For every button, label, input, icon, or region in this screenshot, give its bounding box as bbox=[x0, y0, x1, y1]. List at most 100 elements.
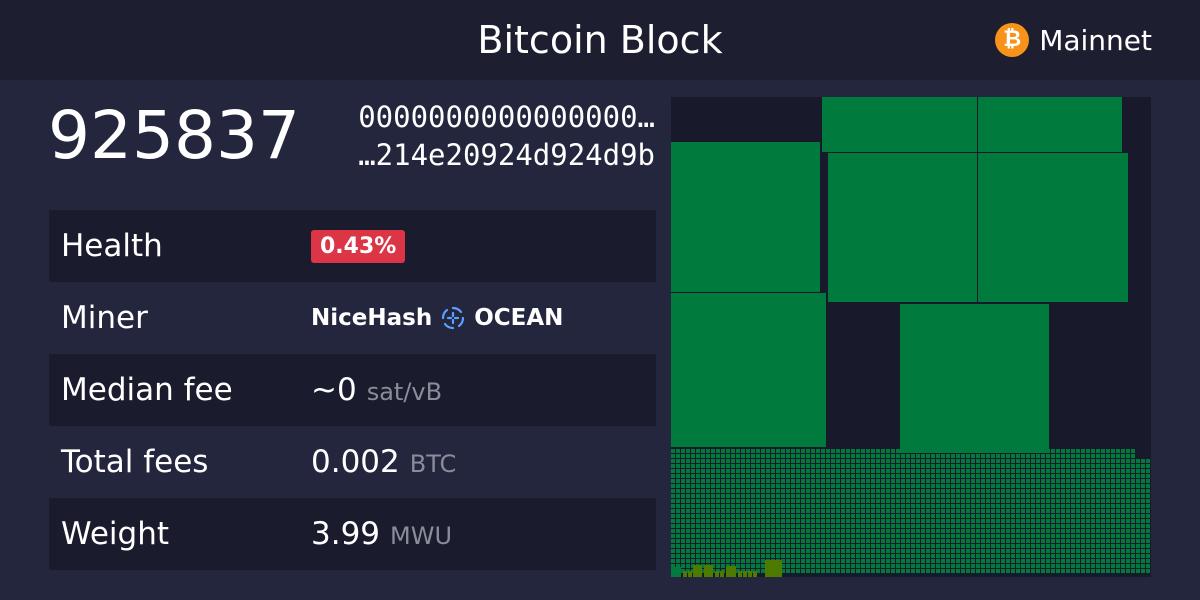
transaction-cell[interactable] bbox=[891, 474, 895, 478]
transaction-cell[interactable] bbox=[1021, 539, 1025, 543]
transaction-cell[interactable] bbox=[1136, 539, 1140, 543]
transaction-cell[interactable] bbox=[1086, 514, 1090, 518]
transaction-cell[interactable] bbox=[1106, 499, 1110, 503]
transaction-cell[interactable] bbox=[676, 519, 680, 523]
transaction-cell[interactable] bbox=[731, 489, 735, 493]
transaction-cell[interactable] bbox=[1076, 489, 1080, 493]
transaction-cell[interactable] bbox=[1056, 524, 1060, 528]
transaction-cell[interactable] bbox=[961, 524, 965, 528]
transaction-cell[interactable] bbox=[996, 474, 1000, 478]
transaction-cell[interactable] bbox=[1076, 504, 1080, 508]
transaction-cell[interactable] bbox=[776, 549, 780, 553]
transaction-cell[interactable] bbox=[1026, 484, 1030, 488]
transaction-cell[interactable] bbox=[1106, 474, 1110, 478]
transaction-cell[interactable] bbox=[761, 469, 765, 473]
transaction-cell[interactable] bbox=[906, 559, 910, 563]
transaction-cell[interactable] bbox=[876, 539, 880, 543]
transaction-cell[interactable] bbox=[956, 499, 960, 503]
transaction-cell[interactable] bbox=[866, 509, 870, 513]
transaction-cell[interactable] bbox=[821, 464, 825, 468]
transaction-cell[interactable] bbox=[761, 479, 765, 483]
transaction-cell[interactable] bbox=[936, 569, 940, 573]
transaction-cell[interactable] bbox=[1011, 564, 1015, 568]
transaction-cell[interactable] bbox=[756, 529, 760, 533]
miner-nicehash[interactable]: NiceHash bbox=[311, 305, 433, 331]
transaction-cell[interactable] bbox=[846, 449, 850, 453]
transaction-cell[interactable] bbox=[931, 469, 935, 473]
transaction-cell[interactable] bbox=[811, 449, 815, 453]
transaction-cell[interactable] bbox=[806, 524, 810, 528]
transaction-cell[interactable] bbox=[1006, 529, 1010, 533]
transaction-cell[interactable] bbox=[891, 509, 895, 513]
transaction-cell[interactable] bbox=[1066, 519, 1070, 523]
transaction-cell[interactable] bbox=[1031, 514, 1035, 518]
transaction-cell[interactable] bbox=[1011, 469, 1015, 473]
transaction-cell[interactable] bbox=[1076, 479, 1080, 483]
transaction-cell[interactable] bbox=[781, 519, 785, 523]
transaction-cell[interactable] bbox=[1076, 449, 1080, 453]
transaction-cell[interactable] bbox=[946, 514, 950, 518]
transaction-cell[interactable] bbox=[836, 539, 840, 543]
transaction-cell[interactable] bbox=[776, 459, 780, 463]
transaction-cell[interactable] bbox=[716, 479, 720, 483]
transaction-cell[interactable] bbox=[1056, 544, 1060, 548]
transaction-cell[interactable] bbox=[781, 534, 785, 538]
transaction-cell[interactable] bbox=[946, 539, 950, 543]
transaction-cell[interactable] bbox=[956, 549, 960, 553]
transaction-cell[interactable] bbox=[981, 524, 985, 528]
transaction-cell[interactable] bbox=[776, 519, 780, 523]
transaction-cell[interactable] bbox=[801, 539, 805, 543]
transaction-cell[interactable] bbox=[671, 449, 675, 453]
transaction-cell[interactable] bbox=[696, 559, 700, 563]
transaction-cell[interactable] bbox=[1081, 474, 1085, 478]
transaction-cell[interactable] bbox=[671, 554, 675, 558]
transaction-cell[interactable] bbox=[1026, 459, 1030, 463]
transaction-cell[interactable] bbox=[866, 469, 870, 473]
transaction-cell[interactable] bbox=[1096, 484, 1100, 488]
transaction-cell[interactable] bbox=[1006, 489, 1010, 493]
transaction-cell[interactable] bbox=[936, 504, 940, 508]
transaction-cell[interactable] bbox=[856, 549, 860, 553]
transaction-cell[interactable] bbox=[1021, 509, 1025, 513]
transaction-cell[interactable] bbox=[1046, 539, 1050, 543]
transaction-cell[interactable] bbox=[991, 554, 995, 558]
transaction-cell[interactable] bbox=[1111, 489, 1115, 493]
transaction-cell[interactable] bbox=[881, 569, 885, 573]
transaction-cell[interactable] bbox=[911, 539, 915, 543]
transaction-cell[interactable] bbox=[1081, 554, 1085, 558]
transaction-cell[interactable] bbox=[1131, 469, 1135, 473]
transaction-cell[interactable] bbox=[1146, 549, 1150, 553]
transaction-cell[interactable] bbox=[956, 564, 960, 568]
transaction-cell[interactable] bbox=[686, 454, 690, 458]
transaction-cell[interactable] bbox=[691, 554, 695, 558]
transaction-cell[interactable] bbox=[976, 449, 980, 453]
transaction-cell[interactable] bbox=[676, 449, 680, 453]
transaction-cell[interactable] bbox=[1096, 544, 1100, 548]
transaction-cell[interactable] bbox=[821, 549, 825, 553]
transaction-cell[interactable] bbox=[1121, 554, 1125, 558]
transaction-cell[interactable] bbox=[1081, 519, 1085, 523]
transaction-cell[interactable] bbox=[861, 539, 865, 543]
transaction-cell[interactable] bbox=[776, 494, 780, 498]
transaction-cell[interactable] bbox=[936, 519, 940, 523]
transaction-cell[interactable] bbox=[896, 539, 900, 543]
transaction-cell[interactable] bbox=[1111, 484, 1115, 488]
transaction-cell[interactable] bbox=[961, 529, 965, 533]
transaction-cell[interactable] bbox=[946, 524, 950, 528]
transaction-cell[interactable] bbox=[1001, 569, 1005, 573]
transaction-cell[interactable] bbox=[966, 524, 970, 528]
transaction-cell[interactable] bbox=[986, 509, 990, 513]
transaction-cell[interactable] bbox=[976, 454, 980, 458]
transaction-cell[interactable] bbox=[971, 459, 975, 463]
transaction-cell[interactable] bbox=[916, 569, 920, 573]
transaction-cell[interactable] bbox=[1086, 559, 1090, 563]
transaction-cell[interactable] bbox=[1026, 519, 1030, 523]
transaction-cell[interactable] bbox=[846, 479, 850, 483]
transaction-cell[interactable] bbox=[786, 539, 790, 543]
transaction-cell[interactable] bbox=[981, 509, 985, 513]
transaction-cell[interactable] bbox=[741, 554, 745, 558]
transaction-cell[interactable] bbox=[871, 454, 875, 458]
transaction-cell[interactable] bbox=[846, 539, 850, 543]
transaction-cell[interactable] bbox=[1056, 569, 1060, 573]
transaction-cell[interactable] bbox=[891, 529, 895, 533]
